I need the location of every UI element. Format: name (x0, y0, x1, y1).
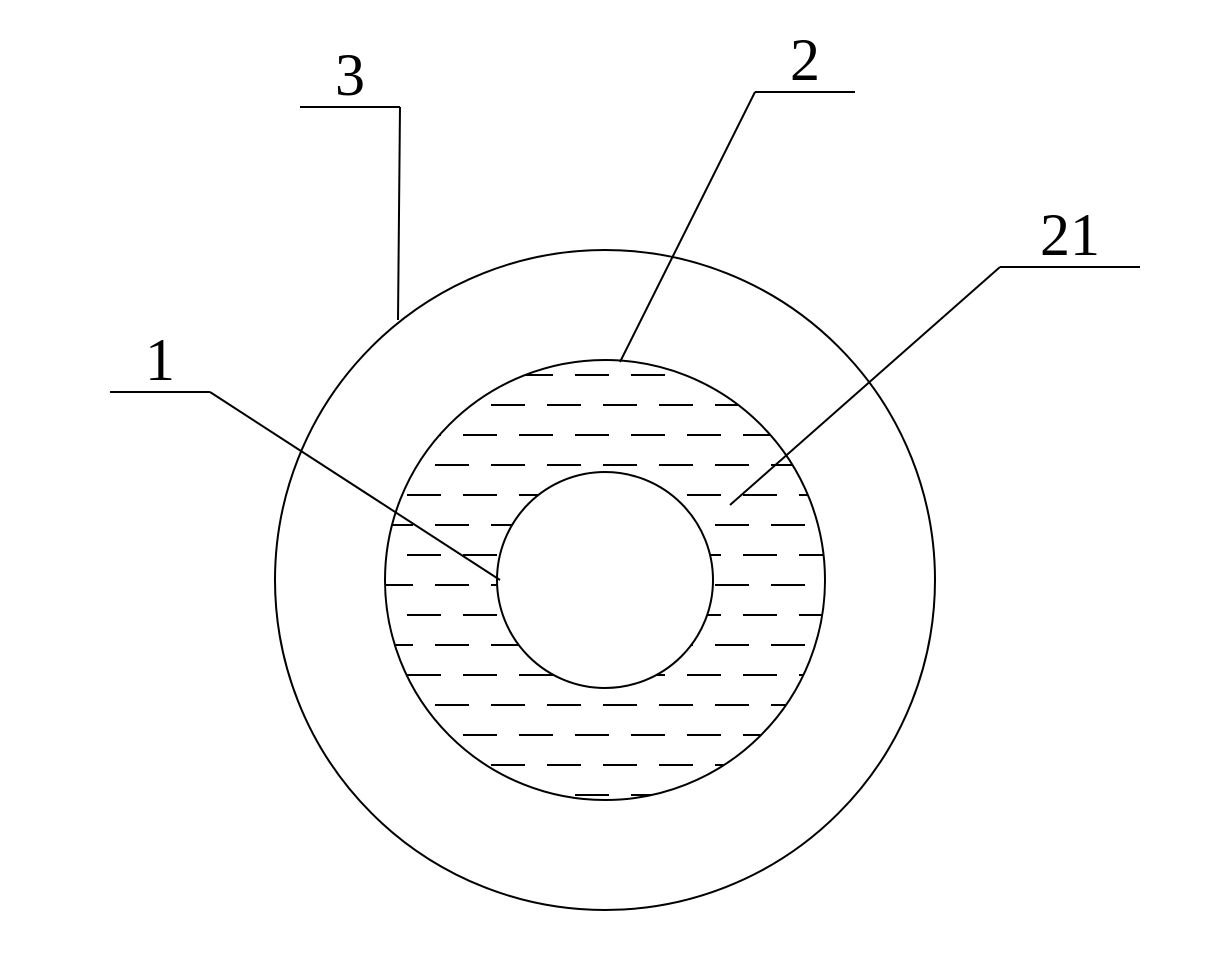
inner-circle (497, 472, 713, 688)
label-1: 1 (145, 327, 175, 393)
label-3: 3 (335, 42, 365, 108)
label-2: 2 (790, 27, 820, 93)
leader-line-3 (398, 107, 400, 320)
label-21: 21 (1040, 202, 1100, 268)
